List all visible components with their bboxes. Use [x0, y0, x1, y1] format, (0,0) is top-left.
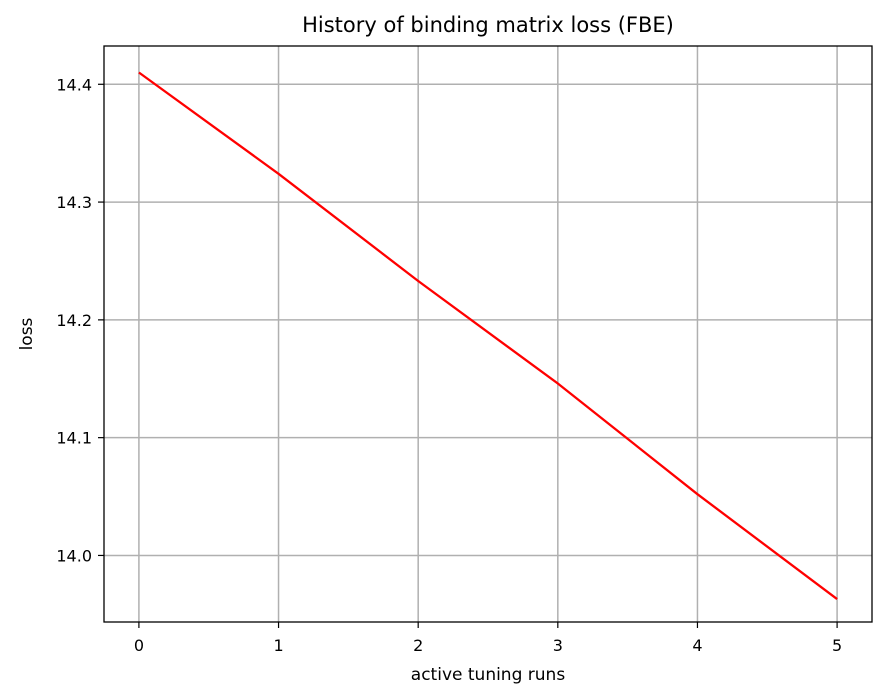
- y-tick-label: 14.4: [56, 75, 92, 94]
- ticks: 0 1 2 3 4 5 14.0 14.1 14.2 14.3 14.4: [56, 75, 842, 655]
- y-tick-label: 14.1: [56, 429, 92, 448]
- chart-title: History of binding matrix loss (FBE): [302, 13, 674, 37]
- y-tick-label: 14.3: [56, 193, 92, 212]
- grid: [104, 46, 872, 622]
- x-tick-label: 3: [553, 636, 563, 655]
- x-axis-label: active tuning runs: [411, 665, 566, 685]
- x-tick-label: 1: [273, 636, 283, 655]
- x-tick-label: 0: [134, 636, 144, 655]
- y-axis-label: loss: [17, 317, 37, 350]
- y-tick-label: 14.2: [56, 311, 92, 330]
- series-layer: [138, 71, 838, 600]
- series-line: [138, 71, 838, 600]
- x-tick-label: 5: [832, 636, 842, 655]
- x-tick-label: 2: [413, 636, 423, 655]
- y-tick-label: 14.0: [56, 546, 92, 565]
- x-tick-label: 4: [692, 636, 702, 655]
- plot-frame: [103, 45, 873, 623]
